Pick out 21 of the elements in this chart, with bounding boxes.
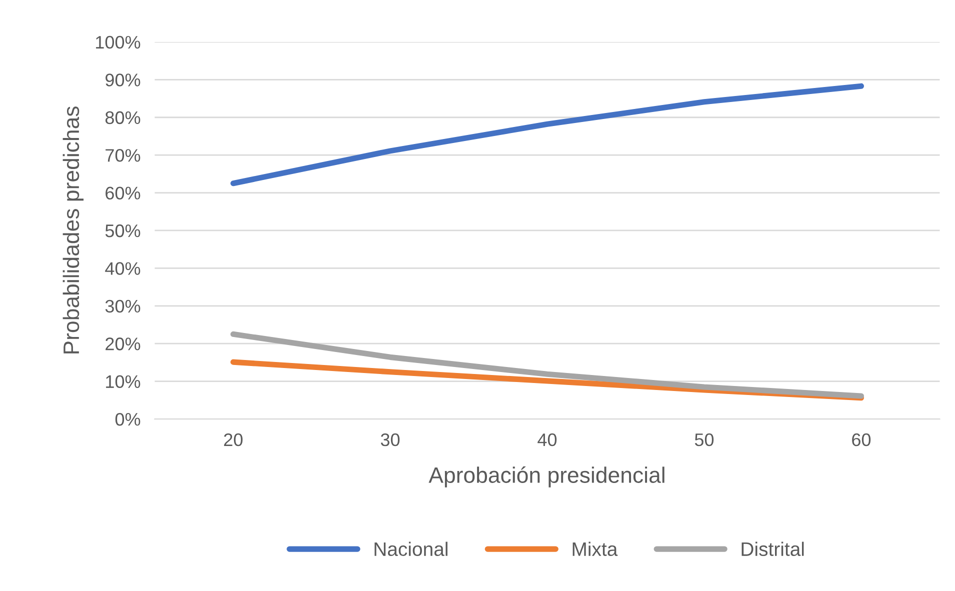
y-tick-label: 80% [105,111,140,124]
y-tick-label: 60% [106,186,140,200]
y-tick-label: 0% [115,412,140,426]
y-tick-label: 30% [105,300,140,313]
x-axis-title: Aprobación presidencial [428,466,664,488]
y-tick-label: 10% [106,375,140,388]
y-tick-label: 40% [105,262,140,275]
y-tick-label: 90% [106,74,140,86]
legend-label: Distrital [742,542,804,556]
y-tick-label: 20% [106,338,140,350]
x-tick-label: 50 [694,433,714,446]
x-tick-label: 20 [224,433,243,446]
legend-label: Mixta [572,542,618,556]
y-tick-label: 100% [96,36,140,49]
x-tick-label: 30 [380,433,400,446]
y-tick-label: 70% [106,149,140,162]
legend-label: Nacional [374,542,448,556]
x-tick-label: 60 [852,433,871,446]
x-tick-label: 40 [538,433,557,446]
y-axis-title: Probabilidades predichas [62,106,84,354]
y-tick-label: 50% [105,224,140,238]
